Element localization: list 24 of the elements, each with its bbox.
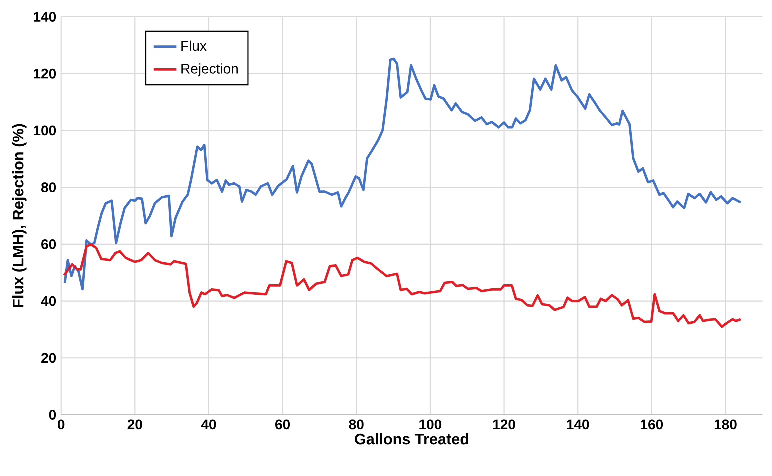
y-tick-label: 120 (34, 68, 56, 79)
x-tick-label: 160 (641, 420, 664, 430)
x-tick-label: 120 (493, 420, 516, 430)
line-series (63, 244, 742, 328)
y-tick-label: 140 (34, 12, 56, 22)
y-tick-label: 0 (49, 410, 56, 420)
x-axis-title: Gallons Treated (355, 433, 468, 445)
x-tick-label: 80 (349, 420, 364, 430)
y-tick-label: 100 (34, 126, 56, 136)
y-tick-label: 80 (41, 182, 56, 193)
x-tick-label: 20 (128, 420, 142, 430)
legend-label: Flux (182, 40, 207, 52)
y-tick-label: 40 (41, 296, 56, 306)
x-tick-label: 0 (58, 420, 65, 430)
legend-label: Rejection (182, 64, 238, 77)
line-series (64, 58, 742, 291)
y-tick-label: 60 (42, 239, 56, 250)
y-axis-title: Flux (LMH), Rejection (%) (12, 124, 27, 308)
x-tick-label: 140 (567, 420, 590, 430)
x-tick-label: 100 (420, 420, 442, 430)
x-tick-label: 60 (276, 420, 290, 430)
x-tick-label: 40 (201, 420, 216, 430)
y-tick-label: 20 (42, 353, 56, 364)
x-tick-label: 180 (714, 420, 737, 430)
